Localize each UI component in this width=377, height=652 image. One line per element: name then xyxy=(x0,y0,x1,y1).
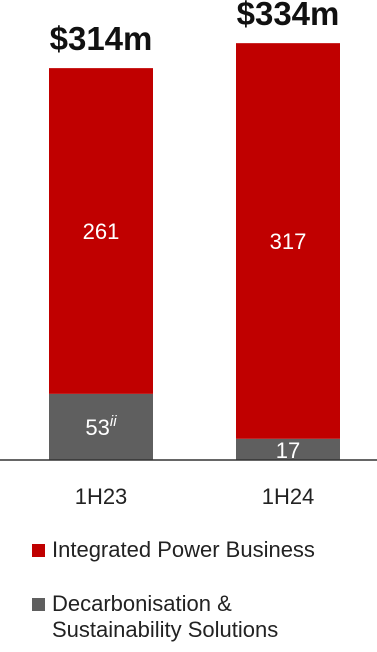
bar-1h23-series-1 xyxy=(49,68,153,394)
data-label-1h24-series-0: 17 xyxy=(276,438,300,463)
total-label-1h24: $334m xyxy=(237,0,340,32)
legend: Integrated Power Business Decarbonisatio… xyxy=(32,537,315,643)
legend-label: Integrated Power Business xyxy=(52,537,315,562)
legend-label-line-1: Decarbonisation & xyxy=(52,591,232,616)
legend-label-line-2: Sustainability Solutions xyxy=(52,617,279,642)
data-label-1h23-series-1: 261 xyxy=(83,219,120,244)
legend-swatch-integrated-power xyxy=(32,544,45,557)
legend-item-decarbonisation: Decarbonisation & Sustainability Solutio… xyxy=(32,591,315,643)
legend-item-integrated-power: Integrated Power Business xyxy=(32,537,315,563)
bar-1h23-series-0 xyxy=(49,393,153,460)
bar-1h24-series-1 xyxy=(236,43,340,439)
legend-swatch-decarbonisation xyxy=(32,598,45,611)
category-label-1h24: 1H24 xyxy=(262,484,315,509)
total-label-1h23: $314m xyxy=(50,20,153,57)
data-label-1h24-series-1: 317 xyxy=(270,229,307,254)
category-label-1h23: 1H23 xyxy=(75,484,128,509)
bars-group xyxy=(49,43,340,460)
bar-1h24-series-0 xyxy=(236,438,340,460)
